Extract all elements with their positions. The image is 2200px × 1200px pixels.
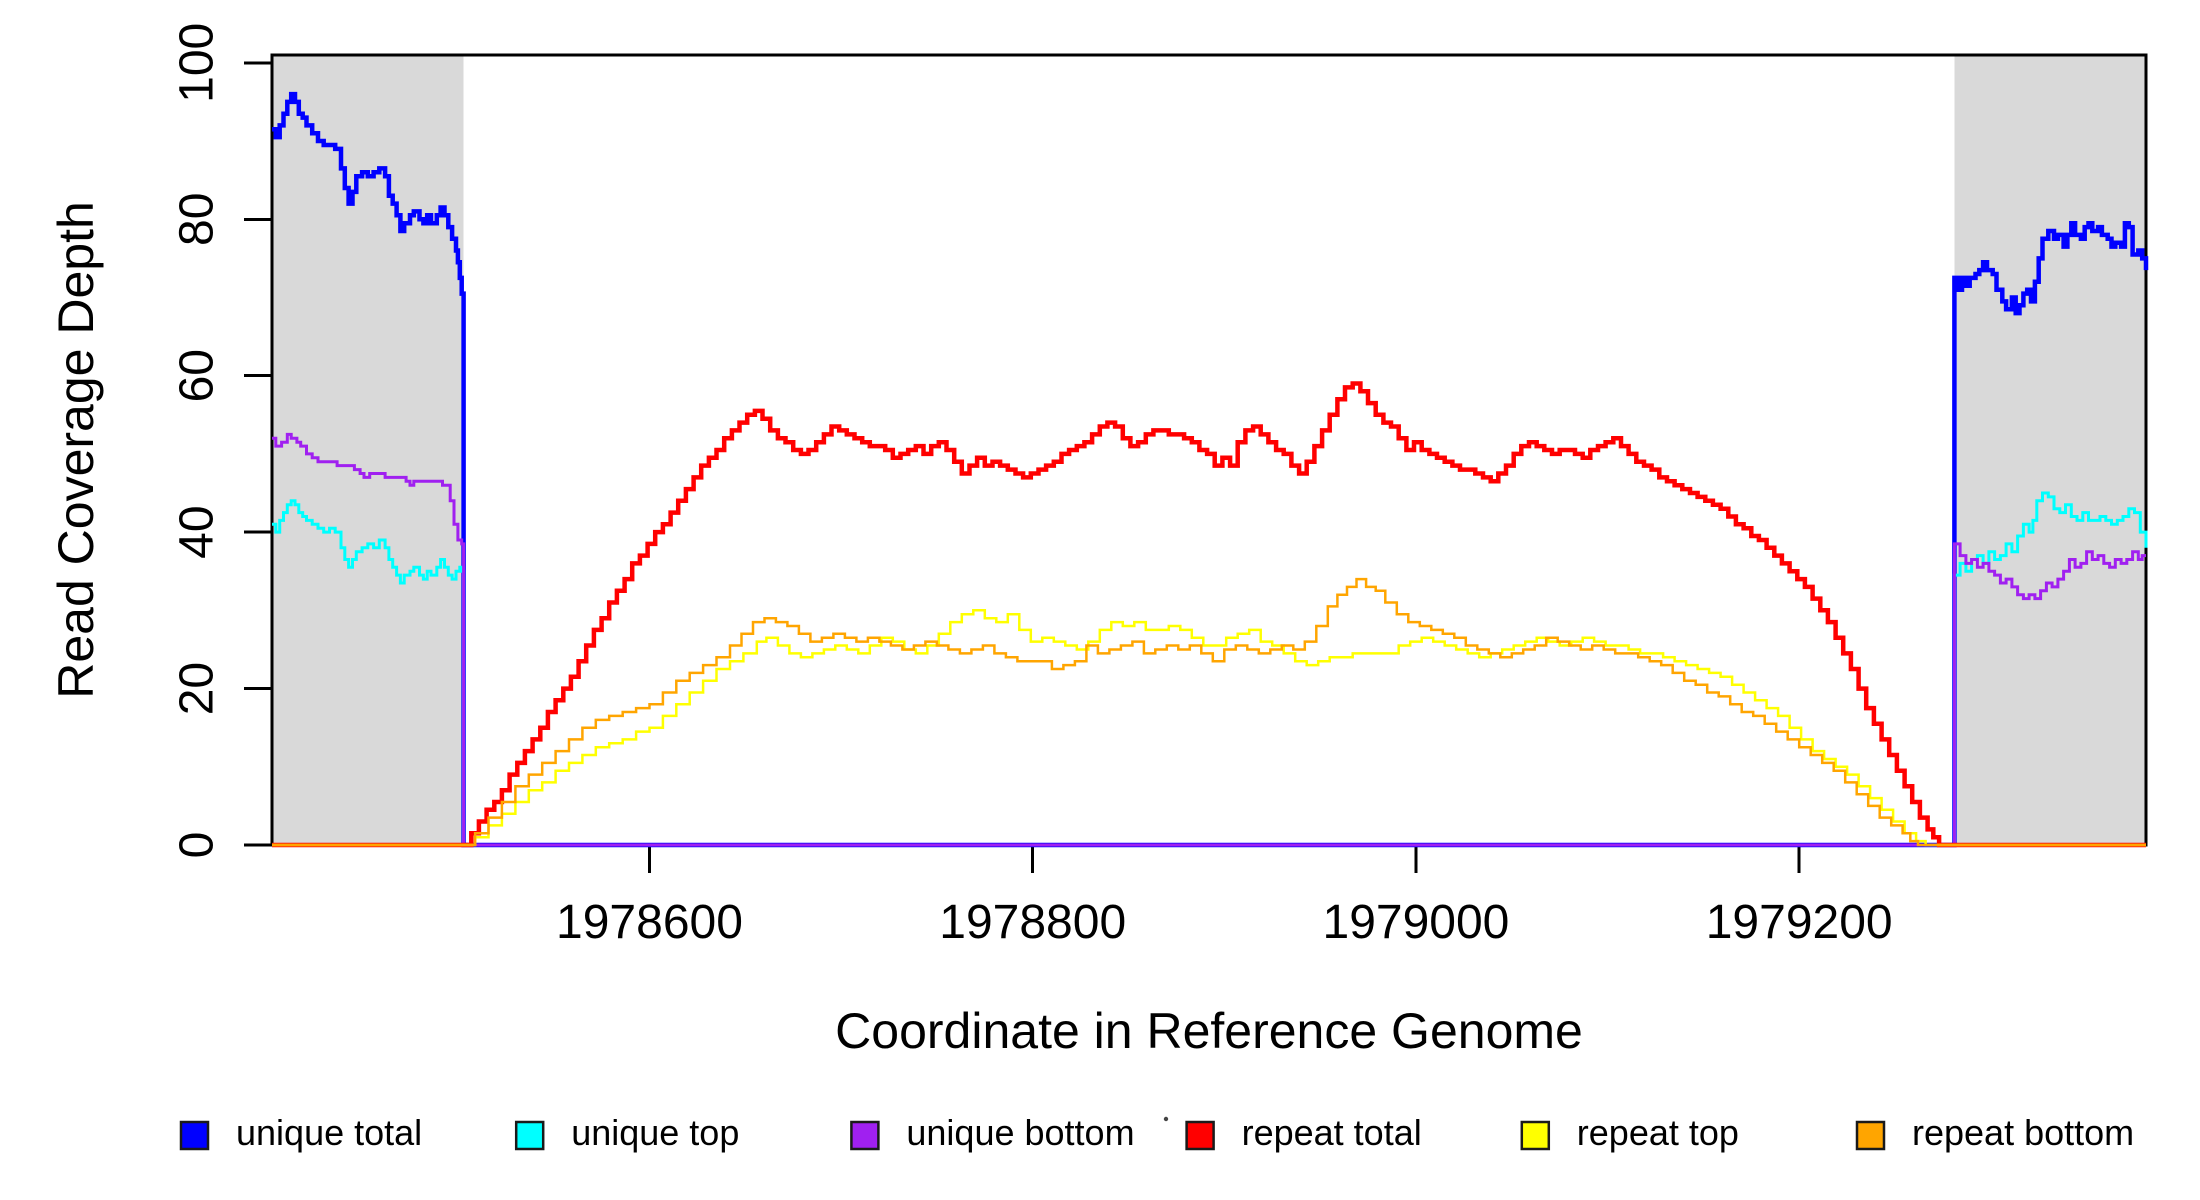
series-unique-top — [272, 491, 2148, 847]
shaded-region — [1954, 55, 2146, 845]
legend-swatch-unique-top — [514, 1120, 545, 1151]
legend-label: repeat top — [1577, 1112, 1739, 1153]
x-tick-label: 1978800 — [939, 896, 1126, 949]
legend-label: unique top — [571, 1112, 739, 1153]
shaded-regions — [272, 55, 2146, 845]
series-unique-total — [272, 91, 2149, 848]
y-tick-label: 100 — [171, 23, 224, 103]
y-tick-label: 60 — [171, 349, 224, 402]
x-axis-title: Coordinate in Reference Genome — [835, 1003, 1583, 1059]
legend-item-unique-total: unique total — [179, 1112, 422, 1153]
legend-label: repeat total — [1242, 1112, 1422, 1153]
legend-swatch-repeat-total — [1185, 1120, 1215, 1151]
y-tick-label: 20 — [171, 662, 224, 715]
legend-item-unique-top: unique top — [514, 1112, 739, 1153]
legend-label: unique total — [236, 1112, 422, 1153]
legend: unique total unique top unique bottom repea… — [179, 1112, 2134, 1153]
x-tick-label: 1979000 — [1323, 896, 1510, 949]
y-tick-label: 80 — [171, 193, 224, 246]
legend-artifact-dot — [1163, 1116, 1169, 1122]
legend-item-repeat-top: repeat top — [1520, 1112, 1739, 1153]
y-tick-label: 40 — [171, 505, 224, 558]
legend-swatch-repeat-bottom — [1855, 1120, 1886, 1151]
legend-label: repeat bottom — [1912, 1112, 2134, 1153]
y-tick-label: 0 — [171, 832, 224, 859]
legend-swatch-repeat-top — [1520, 1120, 1551, 1151]
series-repeat-top — [272, 609, 2146, 847]
x-tick-label: 1979200 — [1706, 896, 1893, 949]
legend-swatch-unique-bottom — [850, 1120, 880, 1151]
series-repeat-bottom — [272, 577, 2146, 847]
x-tick-label: 1978600 — [556, 896, 743, 949]
y-axis-title: Read Coverage Depth — [48, 201, 104, 699]
legend-item-unique-bottom: unique bottom — [850, 1112, 1135, 1153]
axes-group: 1978600 1978800 1979000 1979200 0 20 40 60 80 100 — [171, 23, 1893, 949]
series-repeat-total — [272, 381, 2146, 848]
series-unique-bottom — [272, 432, 2146, 847]
legend-item-repeat-bottom: repeat bottom — [1855, 1112, 2134, 1153]
legend-item-repeat-total: repeat total — [1185, 1112, 1422, 1153]
series-group — [272, 91, 2149, 848]
shaded-region — [272, 55, 464, 845]
legend-label: unique bottom — [906, 1112, 1134, 1153]
legend-swatch-unique-total — [179, 1120, 210, 1151]
